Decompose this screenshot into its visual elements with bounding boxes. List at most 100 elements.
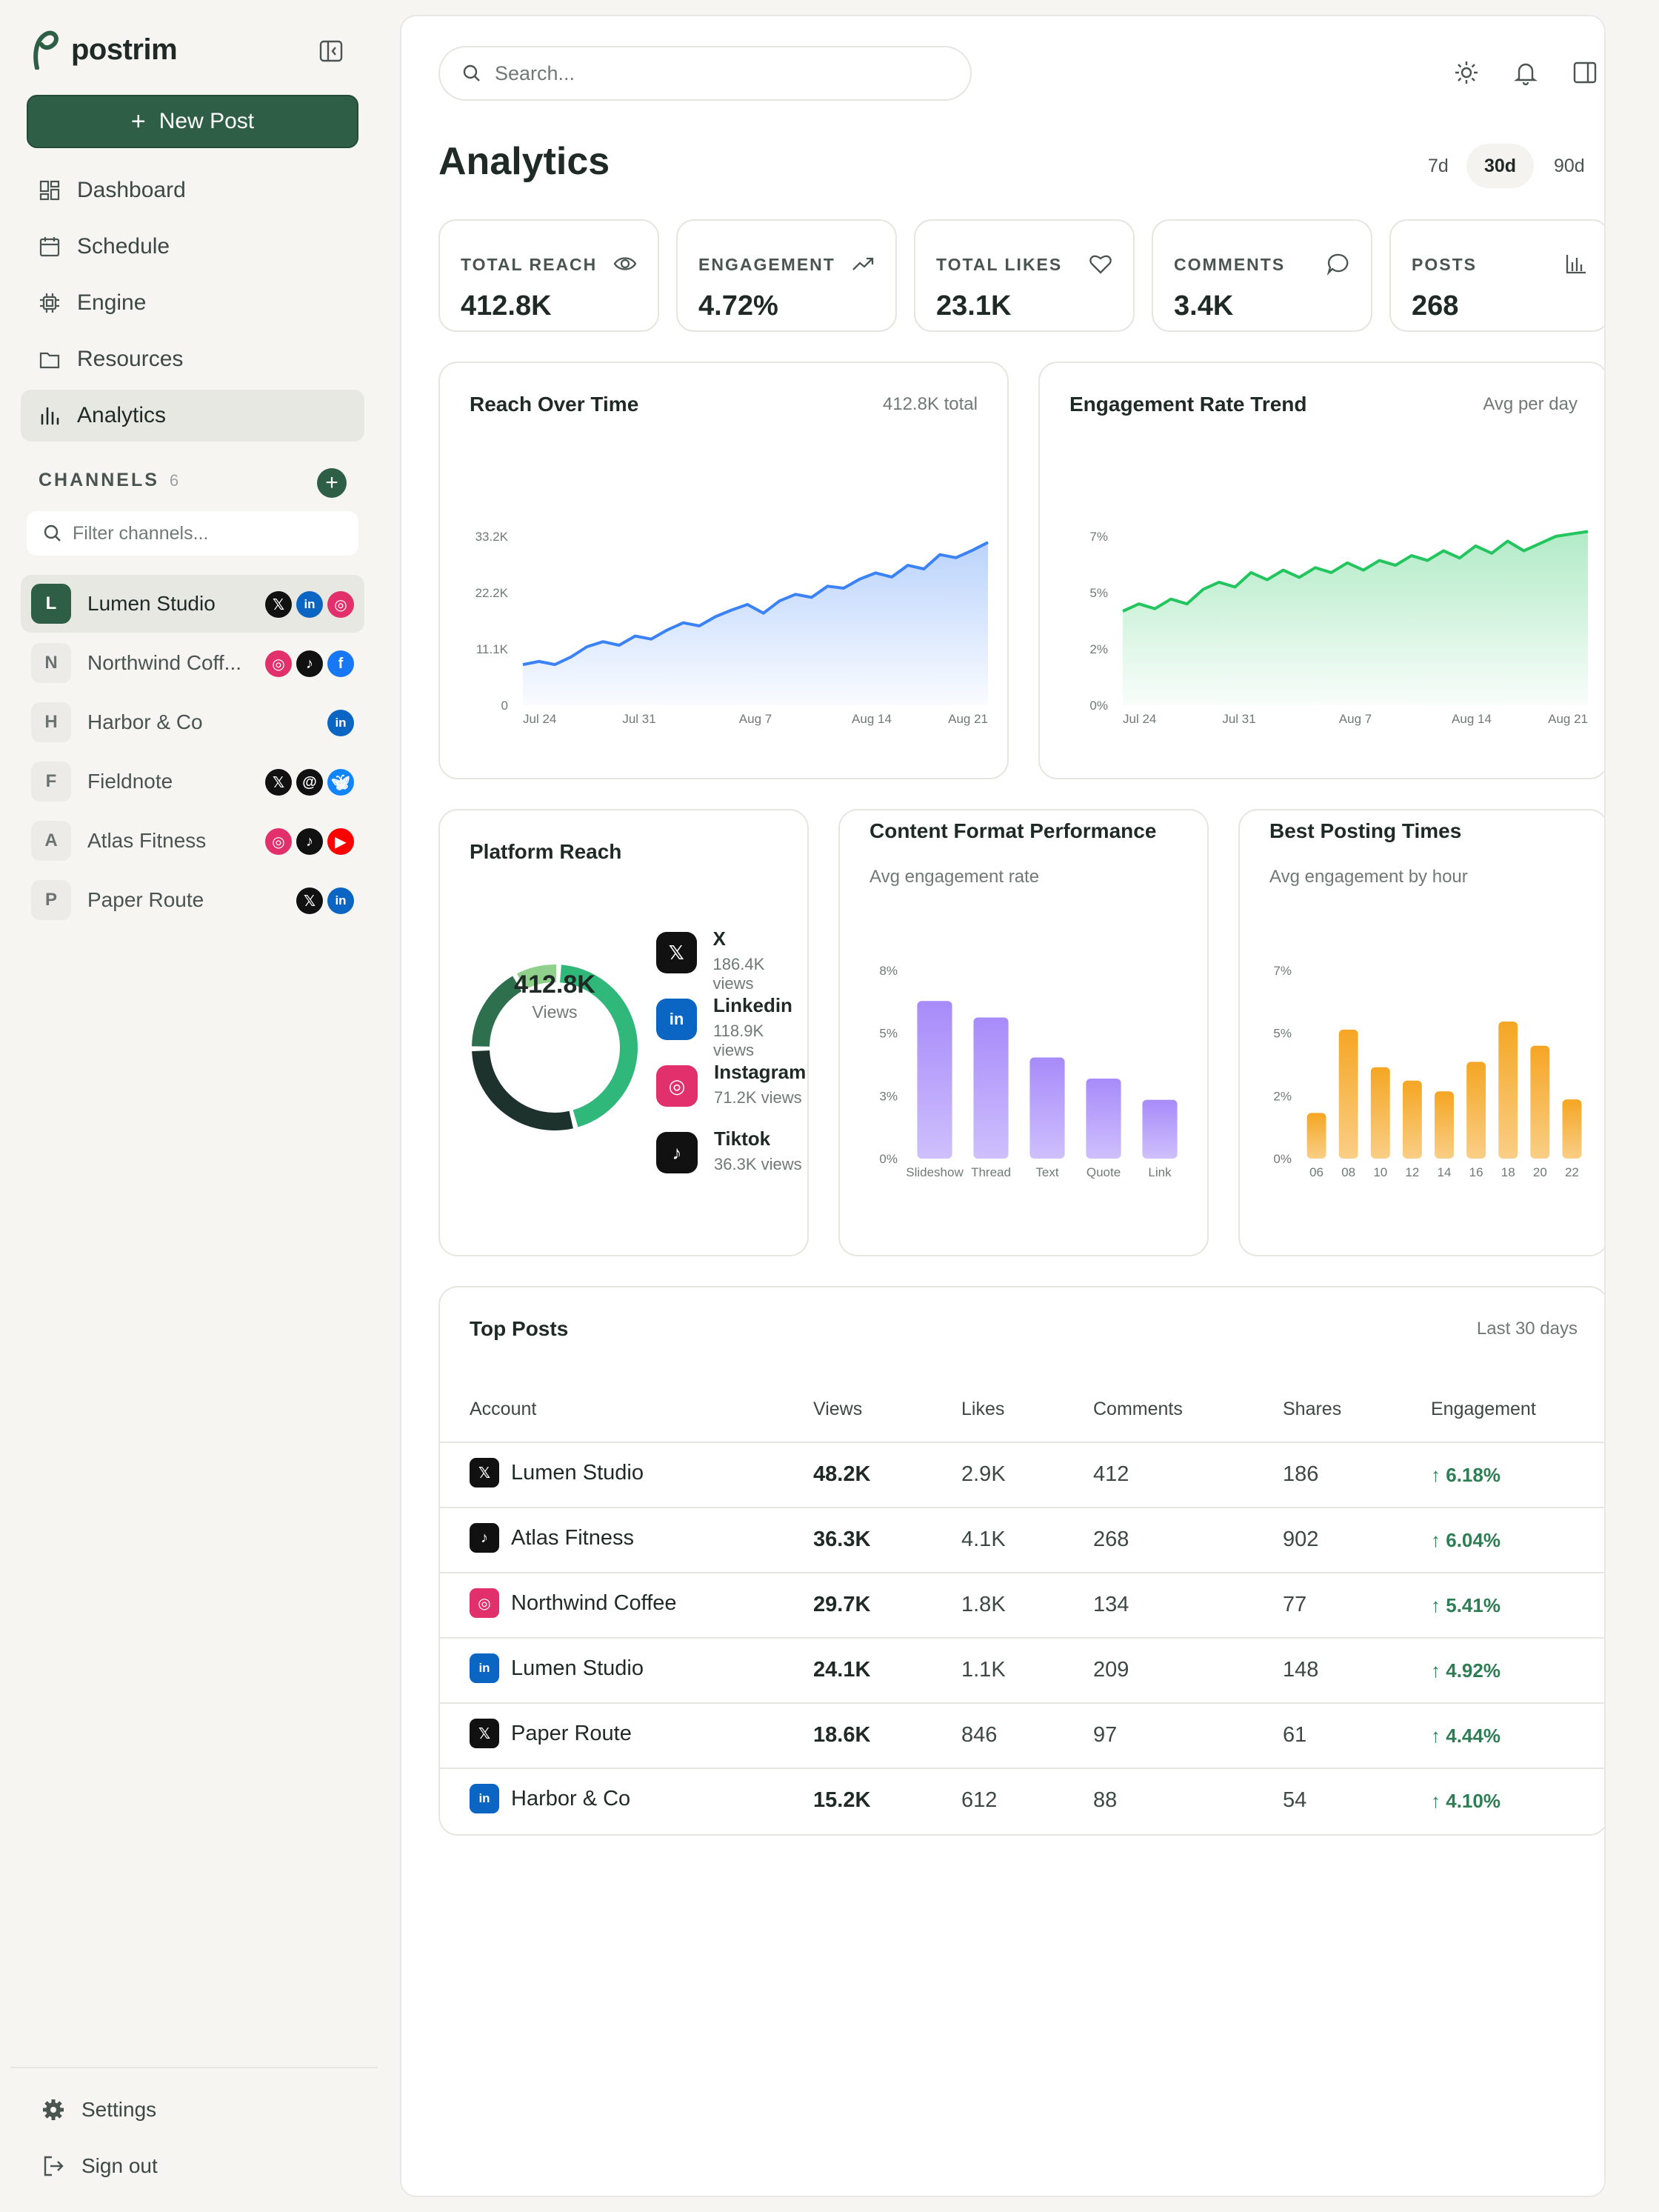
instagram-icon: ◎ <box>327 591 354 618</box>
tiktok-icon: ♪ <box>656 1132 698 1173</box>
table-row[interactable]: in Lumen Studio 24.1K 1.1K 209 148 ↑ 4.92… <box>440 1637 1604 1702</box>
linkedin-icon: in <box>327 710 354 736</box>
sign-out-button[interactable]: Sign out <box>41 2154 158 2178</box>
cell-account: Atlas Fitness <box>511 1525 634 1550</box>
x-tick-label: 20 <box>1533 1165 1547 1179</box>
tiktok-icon: ♪ <box>470 1523 499 1553</box>
x-icon: 𝕏 <box>470 1719 499 1748</box>
channel-item[interactable]: H Harbor & Co in <box>21 693 364 751</box>
area-fill <box>523 542 988 705</box>
cell-account: Paper Route <box>511 1721 632 1745</box>
series-line <box>1122 530 1589 613</box>
y-tick-label: 0% <box>1089 699 1108 713</box>
cell-likes: 2.9K <box>961 1462 1006 1486</box>
channel-avatar: H <box>31 702 71 742</box>
legend-name: Linkedin <box>713 994 792 1016</box>
stat-card-engagement: ENGAGEMENT 4.72% <box>676 219 897 332</box>
x-tick-label: 22 <box>1565 1165 1579 1179</box>
brand-name: postrim <box>71 33 178 66</box>
channel-name: Harbor & Co <box>87 710 203 733</box>
trending-up-icon <box>852 257 874 270</box>
cell-engagement: ↑ 4.10% <box>1431 1790 1501 1812</box>
table-row[interactable]: 𝕏 Lumen Studio 48.2K 2.9K 412 186 ↑ 6.18% <box>440 1442 1604 1507</box>
col-header-engagement: Engagement <box>1431 1399 1536 1419</box>
add-channel-button[interactable]: + <box>317 468 347 498</box>
area-fill <box>1123 531 1588 705</box>
engagement-area-chart: 0% 2% 5% 7% Jul 24 Jul 31 Aug 7 Aug 14 Aug 21 <box>1089 530 1589 726</box>
stat-value: 3.4K <box>1174 290 1234 322</box>
sidebar-collapse-icon[interactable] <box>318 39 344 64</box>
stat-card-comments: COMMENTS 3.4K <box>1152 219 1372 332</box>
donut-slice <box>517 965 557 990</box>
channels-count: 6 <box>169 470 179 490</box>
table-row[interactable]: in Harbor & Co 15.2K 612 88 54 ↑ 4.10% <box>440 1768 1604 1833</box>
channel-item[interactable]: N Northwind Coff... ◎ ♪ f <box>21 634 364 692</box>
card-subtitle: 412.8K total <box>882 394 978 414</box>
cell-likes: 1.1K <box>961 1658 1006 1682</box>
y-tick-label: 5% <box>1273 1027 1292 1041</box>
linkedin-icon: in <box>327 887 354 914</box>
search-icon <box>463 64 480 81</box>
postrim-logo-icon <box>33 30 59 70</box>
legend-item-instagram: ◎ Instagram 71.2K views <box>656 1061 807 1127</box>
nav-item-analytics[interactable]: Analytics <box>21 390 364 442</box>
card-subtitle: Avg engagement by hour <box>1269 867 1468 887</box>
channel-name: Lumen Studio <box>87 592 216 615</box>
range-30d[interactable]: 30d <box>1466 144 1535 188</box>
x-tick-label: Aug 7 <box>739 712 772 726</box>
nav-item-dashboard[interactable]: Dashboard <box>21 164 364 216</box>
nav-label: Dashboard <box>77 178 186 202</box>
donut-slice <box>472 976 522 1047</box>
x-tick-label: Aug 14 <box>852 712 892 726</box>
range-90d[interactable]: 90d <box>1554 155 1585 176</box>
donut-center-label: Views <box>532 1002 578 1022</box>
nav-item-resources[interactable]: Resources <box>21 333 364 385</box>
channel-item[interactable]: A Atlas Fitness ◎ ♪ ▶ <box>21 812 364 870</box>
y-tick-label: 2% <box>1273 1089 1292 1103</box>
bar <box>1562 1099 1582 1159</box>
x-tick-label: Quote <box>1086 1165 1121 1179</box>
x-tick-label: Aug 21 <box>1548 712 1588 726</box>
legend-views: 36.3K views <box>714 1155 802 1173</box>
nav-label: Schedule <box>77 234 170 259</box>
brand[interactable]: postrim <box>31 30 178 70</box>
channels-header: CHANNELS 6 <box>39 470 178 491</box>
legend-name: Tiktok <box>714 1127 771 1150</box>
x-tick-label: Jul 24 <box>523 712 556 726</box>
cell-shares: 902 <box>1283 1528 1319 1551</box>
settings-button[interactable]: Settings <box>41 2098 156 2122</box>
table-row[interactable]: ◎ Northwind Coffee 29.7K 1.8K 134 77 ↑ 5.… <box>440 1572 1604 1637</box>
search-input[interactable]: Search... <box>438 46 972 101</box>
sun-icon[interactable] <box>1453 59 1480 86</box>
card-title: Top Posts <box>470 1317 569 1340</box>
table-row[interactable]: ♪ Atlas Fitness 36.3K 4.1K 268 902 ↑ 6.04… <box>440 1507 1604 1572</box>
channel-avatar: N <box>31 643 71 683</box>
channel-avatar: P <box>31 880 71 920</box>
col-header-views: Views <box>813 1399 863 1419</box>
table-row[interactable]: 𝕏 Paper Route 18.6K 846 97 61 ↑ 4.44% <box>440 1702 1604 1768</box>
x-icon: 𝕏 <box>296 887 323 914</box>
y-tick-label: 7% <box>1273 964 1292 978</box>
stat-label: COMMENTS <box>1174 255 1286 274</box>
filter-channels-input[interactable]: Filter channels... <box>27 511 358 556</box>
stat-card-total-reach: TOTAL REACH 412.8K <box>438 219 659 332</box>
bar <box>1498 1021 1518 1159</box>
nav-item-engine[interactable]: Engine <box>21 277 364 329</box>
channel-item[interactable]: F Fieldnote 𝕏 @ 🦋︎ <box>21 753 364 810</box>
panel-toggle-icon[interactable] <box>1572 59 1598 86</box>
legend-views: 71.2K views <box>714 1088 802 1107</box>
bar <box>1435 1091 1454 1159</box>
bell-icon[interactable] <box>1512 59 1539 86</box>
bar-chart-icon <box>41 407 59 425</box>
nav-item-schedule[interactable]: Schedule <box>21 221 364 273</box>
cell-engagement: ↑ 4.92% <box>1431 1659 1501 1682</box>
channel-name: Northwind Coff... <box>87 651 242 674</box>
stat-card-posts: POSTS 268 <box>1389 219 1604 332</box>
cell-likes: 4.1K <box>961 1528 1006 1551</box>
range-7d[interactable]: 7d <box>1428 155 1449 176</box>
top-posts-card: Top Posts Last 30 days Account Views Lik… <box>438 1286 1604 1836</box>
channel-item[interactable]: P Paper Route 𝕏 in <box>21 871 364 929</box>
channel-item[interactable]: L Lumen Studio 𝕏 in ◎ <box>21 575 364 633</box>
nav-label: Analytics <box>77 403 167 427</box>
new-post-button[interactable]: + New Post <box>27 95 358 148</box>
